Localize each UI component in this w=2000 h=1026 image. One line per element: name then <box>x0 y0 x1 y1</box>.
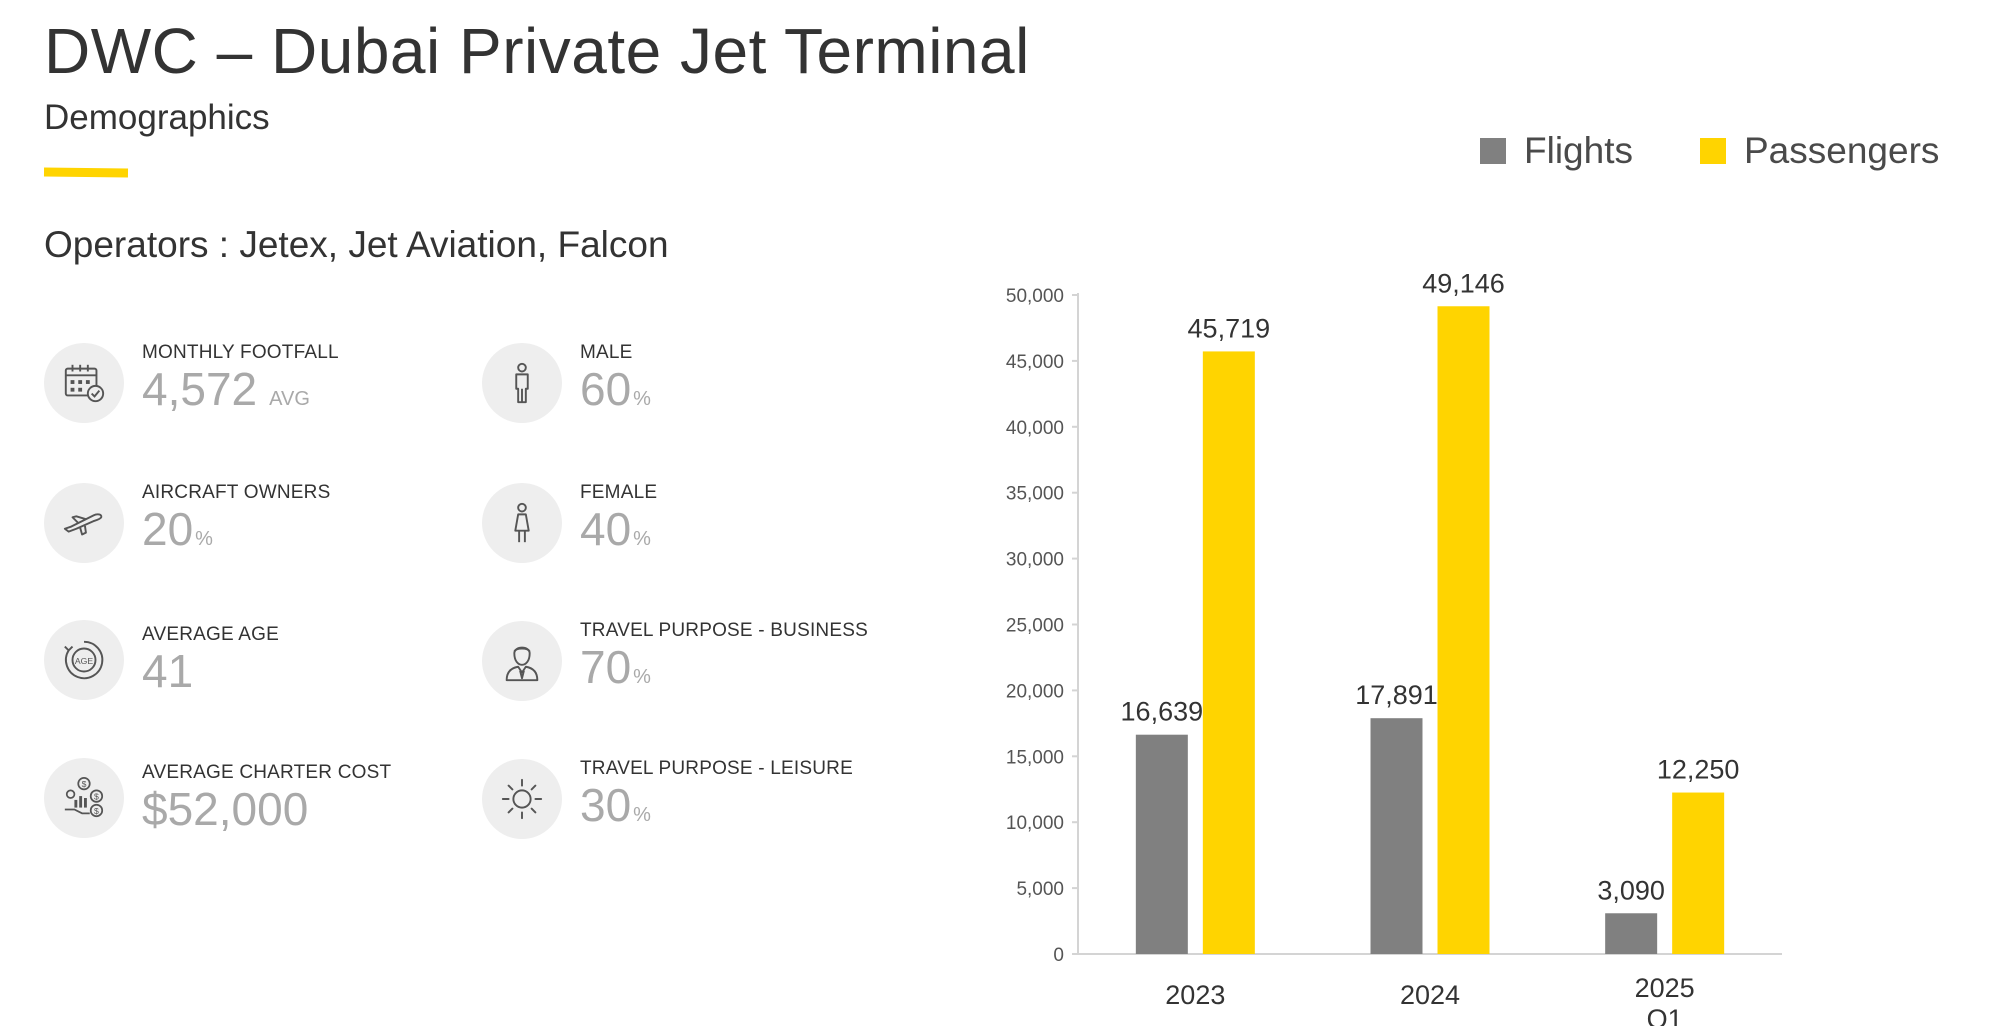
legend-swatch-passengers <box>1700 138 1726 164</box>
stat-value: 40% <box>580 503 651 555</box>
y-tick-label: 15,000 <box>1006 747 1064 768</box>
accent-underline <box>43 167 129 178</box>
age-icon: AGE <box>44 620 124 700</box>
stat-label: TRAVEL PURPOSE - LEISURE <box>580 758 853 779</box>
y-tick-label: 40,000 <box>1006 418 1064 439</box>
bar-flights <box>1135 734 1188 954</box>
stat-aircraft-owners: AIRCRAFT OWNERS 20% <box>44 482 330 564</box>
data-label: 12,250 <box>1657 755 1740 785</box>
female-icon <box>482 483 562 563</box>
svg-text:AGE: AGE <box>75 656 93 666</box>
x-tick-label: 2023 <box>1165 980 1225 1010</box>
svg-text:$: $ <box>82 779 87 789</box>
stat-label: MALE <box>580 342 633 363</box>
svg-text:$: $ <box>94 791 99 801</box>
stat-label: AVERAGE CHARTER COST <box>142 762 392 783</box>
stat-value: 4,572 AVG <box>142 363 310 415</box>
stat-male: MALE 60% <box>482 342 651 424</box>
stat-value: 70% <box>580 641 651 693</box>
legend-swatch-flights <box>1480 138 1506 164</box>
stat-value: $52,000 <box>142 783 309 835</box>
legend-label-passengers: Passengers <box>1744 130 1940 171</box>
stat-label: AIRCRAFT OWNERS <box>142 482 331 503</box>
page-subtitle: Demographics <box>44 98 270 137</box>
stat-label: AVERAGE AGE <box>142 624 280 645</box>
stat-label: TRAVEL PURPOSE - BUSINESS <box>580 620 868 641</box>
page-title: DWC – Dubai Private Jet Terminal <box>44 15 1030 87</box>
male-icon <box>482 343 562 423</box>
x-tick-label: 2024 <box>1400 980 1460 1010</box>
operators-text: Operators : Jetex, Jet Aviation, Falcon <box>44 224 669 265</box>
y-tick-label: 35,000 <box>1006 484 1064 505</box>
x-tick-label: 2025 Q1 <box>1635 973 1695 1026</box>
y-tick-label: 30,000 <box>1006 550 1064 571</box>
businessman-icon <box>482 621 562 701</box>
bar-passengers <box>1672 792 1725 954</box>
stat-leisure: TRAVEL PURPOSE - LEISURE 30% <box>482 758 853 840</box>
calendar-icon <box>44 343 124 423</box>
stat-value: 41 <box>142 645 194 697</box>
data-label: 49,146 <box>1422 268 1505 298</box>
bar-chart: 0 5,000 10,000 15,000 20,000 25,000 30,000 35,0… <box>1006 268 1782 1026</box>
svg-text:$: $ <box>94 806 99 816</box>
data-label: 45,719 <box>1188 313 1271 343</box>
legend-passengers: Passengers <box>1700 130 1939 172</box>
y-tick-label: 0 <box>1053 945 1064 966</box>
stat-value: 60% <box>580 363 651 415</box>
stat-female: FEMALE 40% <box>482 482 657 564</box>
stat-label: MONTHLY FOOTFALL <box>142 342 339 363</box>
stat-average-age: AGE AVERAGE AGE 41 <box>44 620 279 700</box>
stat-monthly-footfall: MONTHLY FOOTFALL 4,572 AVG <box>44 342 339 424</box>
data-label: 16,639 <box>1121 697 1204 727</box>
stat-label: FEMALE <box>580 482 658 503</box>
stat-value: 20% <box>142 503 213 555</box>
legend-label-flights: Flights <box>1524 130 1633 171</box>
y-tick-label: 45,000 <box>1006 352 1064 373</box>
stat-value: 30% <box>580 779 651 831</box>
data-label: 3,090 <box>1597 875 1665 905</box>
bar-passengers <box>1437 306 1490 954</box>
bar-passengers <box>1202 351 1255 954</box>
sun-icon <box>482 759 562 839</box>
stat-business: TRAVEL PURPOSE - BUSINESS 70% <box>482 620 868 702</box>
y-tick-label: 5,000 <box>1016 879 1064 900</box>
bar-flights <box>1605 913 1658 954</box>
bar-flights <box>1370 718 1423 954</box>
legend-flights: Flights <box>1480 130 1633 172</box>
y-tick-label: 50,000 <box>1006 286 1064 307</box>
y-tick-label: 10,000 <box>1006 813 1064 834</box>
y-tick-label: 25,000 <box>1006 616 1064 637</box>
y-tick-label: 20,000 <box>1006 681 1064 702</box>
airplane-icon <box>44 483 124 563</box>
stat-charter-cost: $ $ $ AVERAGE CHARTER COST $52,000 <box>44 758 391 838</box>
data-label: 17,891 <box>1355 680 1438 710</box>
money-icon: $ $ $ <box>44 758 124 838</box>
